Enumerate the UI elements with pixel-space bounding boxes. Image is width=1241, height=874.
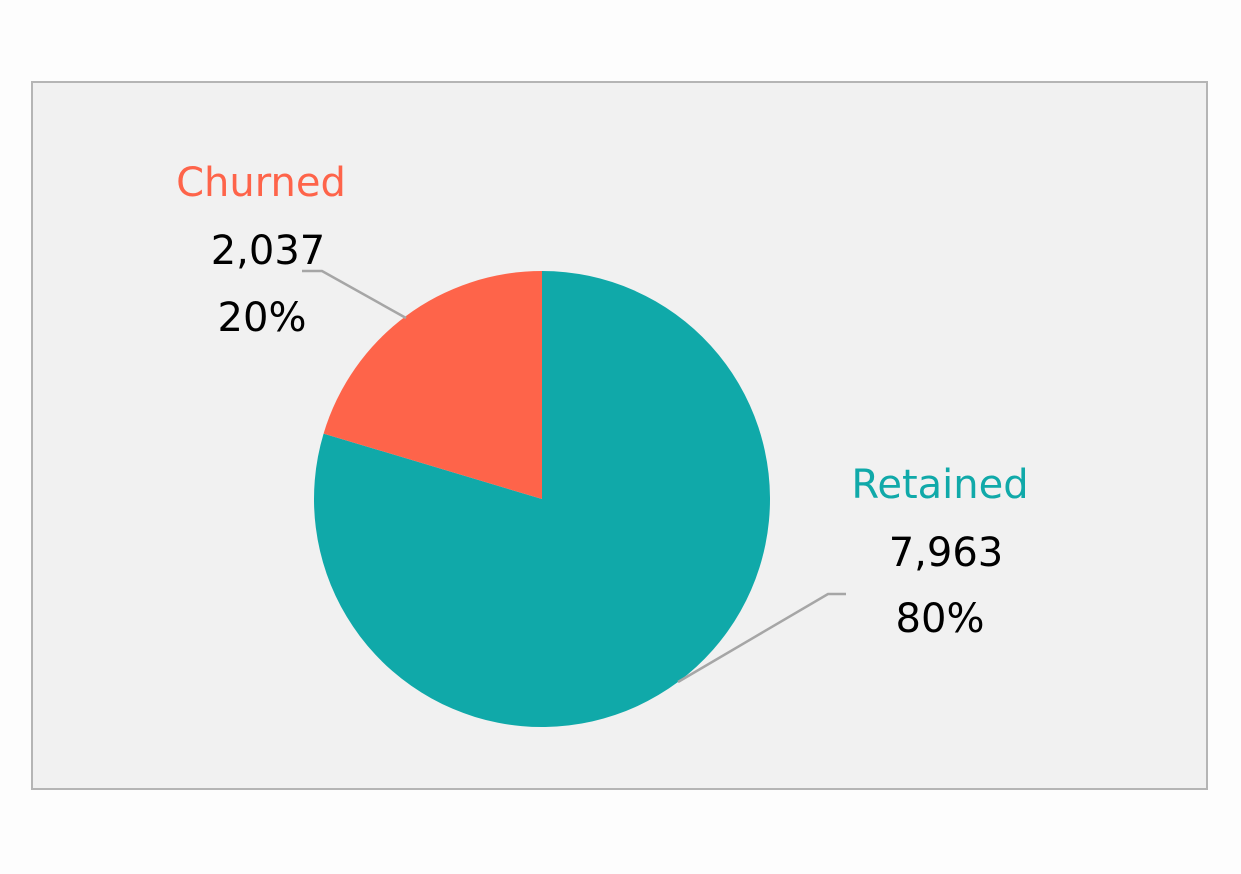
slice-category-label-retained: Retained bbox=[851, 462, 1028, 508]
pie-slices bbox=[314, 271, 770, 727]
slice-percent-label-churned: 20% bbox=[218, 295, 307, 341]
pie-slice-churned bbox=[323, 271, 542, 499]
leader-line-retained bbox=[677, 592, 846, 684]
slice-percent-label-retained: 80% bbox=[896, 596, 985, 642]
leader-line-churned bbox=[302, 269, 407, 320]
slice-value-label-retained: 7,963 bbox=[889, 530, 1004, 576]
slice-category-label-churned: Churned bbox=[176, 160, 346, 206]
slice-value-label-churned: 2,037 bbox=[211, 228, 326, 274]
